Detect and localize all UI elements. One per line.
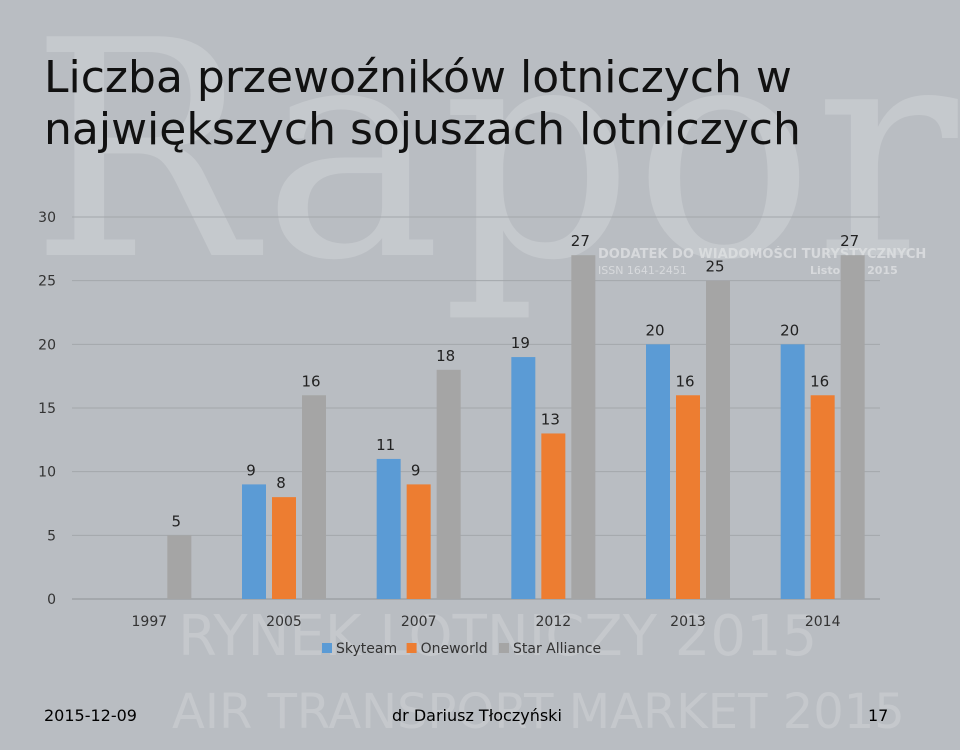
data-label: 18 [436,347,455,365]
bar-skyteam [780,344,805,599]
bar-star-alliance [302,395,326,599]
data-label: 25 [705,258,724,276]
data-label: 11 [376,436,395,454]
x-tick-label: 2012 [536,614,572,630]
y-tick-label: 30 [38,210,56,226]
bar-oneworld [406,484,431,599]
data-label: 9 [246,461,256,479]
bar-star-alliance [706,280,730,599]
bar-oneworld [541,433,566,599]
bar-skyteam [646,344,670,599]
data-label: 13 [541,410,560,428]
x-tick-label: 2005 [266,614,302,630]
y-tick-label: 15 [38,401,56,417]
bar-skyteam [376,458,401,599]
slide-title: Liczba przewoźników lotniczych w najwięk… [44,52,801,155]
data-label: 19 [511,334,530,352]
data-label: 9 [411,461,421,479]
legend-label: Star Alliance [513,641,601,657]
data-label: 16 [675,372,694,390]
y-tick-label: 0 [47,592,56,608]
footer-author: dr Dariusz Tłoczyński [392,706,562,725]
data-label: 16 [810,372,829,390]
data-label: 20 [780,321,799,339]
legend-label: Skyteam [336,641,397,657]
bar-oneworld [810,395,835,599]
y-tick-label: 10 [38,465,56,481]
footer-page-number: 17 [868,706,889,725]
data-label: 16 [301,372,320,390]
x-tick-label: 2014 [805,614,841,630]
data-label: 20 [645,321,664,339]
data-label: 5 [172,512,182,530]
data-label: 8 [276,474,286,492]
data-label: 27 [840,232,859,250]
data-label: 27 [571,232,590,250]
footer-date: 2015-12-09 [44,706,137,725]
bar-star-alliance [167,535,192,599]
bar-oneworld [272,497,296,599]
legend-swatch [406,643,417,653]
legend-swatch [322,643,332,653]
legend-swatch [499,643,509,653]
bar-skyteam [511,357,536,599]
bar-skyteam [242,484,266,599]
bar-star-alliance [436,369,461,599]
y-tick-label: 25 [38,274,56,290]
y-tick-label: 20 [38,337,56,353]
x-tick-label: 2013 [670,614,706,630]
x-tick-label: 2007 [401,614,437,630]
legend-label: Oneworld [421,641,488,657]
bar-star-alliance [571,255,596,599]
bar-star-alliance [840,255,865,599]
y-tick-label: 5 [47,528,56,544]
bar-oneworld [676,395,700,599]
x-tick-label: 1997 [132,614,168,630]
